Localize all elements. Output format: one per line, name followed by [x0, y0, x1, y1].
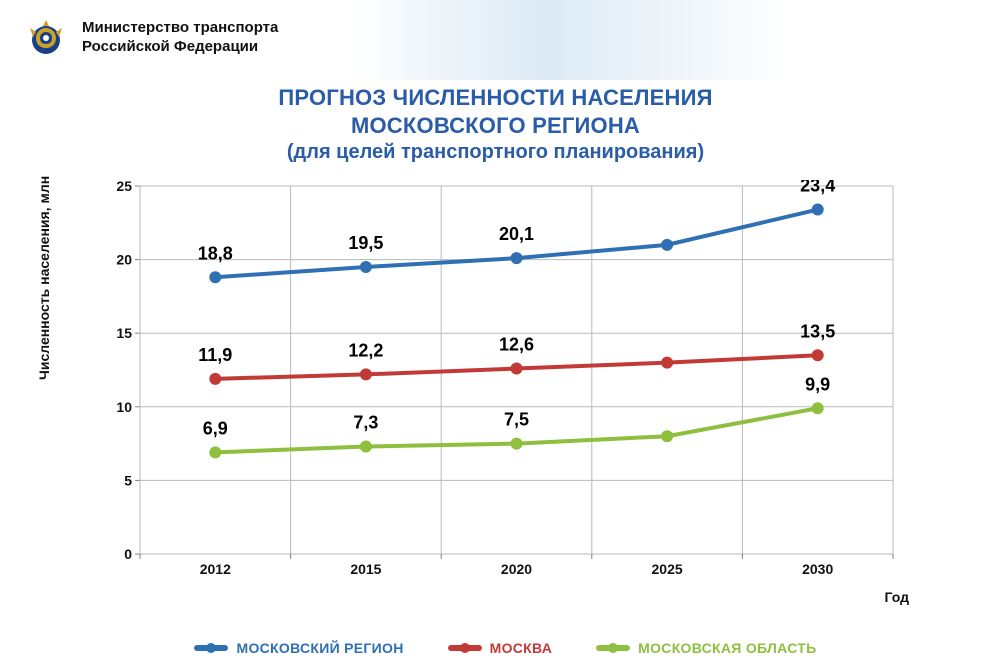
series-region-value: 20,1: [499, 224, 534, 244]
x-tick: 2020: [501, 561, 532, 577]
legend-label: МОСКВА: [490, 640, 553, 656]
series-moscow-marker: [511, 363, 523, 375]
y-axis-label: Численность населения, млн: [36, 176, 52, 380]
x-axis-label: Год: [885, 589, 910, 605]
series-oblast-value: 7,5: [504, 410, 529, 430]
series-moscow-value: 12,6: [499, 335, 534, 355]
series-oblast-value: 7,3: [353, 413, 378, 433]
ministry-name: Министерство транспорта Российской Федер…: [82, 19, 278, 57]
legend-label: МОСКОВСКИЙ РЕГИОН: [236, 640, 403, 656]
legend-swatch-icon: [448, 645, 482, 651]
series-moscow-marker: [812, 349, 824, 361]
header: Министерство транспорта Российской Федер…: [22, 14, 278, 62]
chart-title-line-2: МОСКОВСКОГО РЕГИОНА: [0, 112, 991, 140]
series-region-value: 18,8: [198, 243, 233, 263]
series-region-marker: [661, 239, 673, 251]
series-oblast-marker: [209, 446, 221, 458]
series-region-marker: [360, 261, 372, 273]
y-tick: 25: [116, 180, 132, 194]
series-region-marker: [511, 252, 523, 264]
y-tick: 10: [116, 399, 132, 415]
y-tick: 5: [124, 472, 132, 488]
series-moscow-value: 12,2: [348, 340, 383, 360]
series-region-marker: [209, 271, 221, 283]
x-tick: 2030: [802, 561, 833, 577]
legend-swatch-icon: [194, 645, 228, 651]
legend-swatch-icon: [596, 645, 630, 651]
chart-title-line-1: ПРОГНОЗ ЧИСЛЕННОСТИ НАСЕЛЕНИЯ: [0, 84, 991, 112]
series-moscow-marker: [661, 357, 673, 369]
legend-label: МОСКОВСКАЯ ОБЛАСТЬ: [638, 640, 816, 656]
chart-subtitle: (для целей транспортного планирования): [0, 141, 991, 164]
y-tick: 20: [116, 252, 132, 268]
x-tick: 2015: [350, 561, 381, 577]
state-emblem-icon: [22, 14, 70, 62]
x-tick: 2025: [652, 561, 683, 577]
y-tick: 0: [124, 546, 132, 562]
ministry-line-2: Российской Федерации: [82, 38, 278, 57]
chart-area: Численность населения, млн 0510152025201…: [108, 180, 903, 582]
series-region-value: 23,4: [800, 180, 835, 196]
series-oblast-value: 6,9: [203, 418, 228, 438]
series-moscow-value: 13,5: [800, 321, 835, 341]
series-oblast-marker: [511, 438, 523, 450]
legend-item-region: МОСКОВСКИЙ РЕГИОН: [194, 640, 403, 656]
y-tick: 15: [116, 325, 132, 341]
series-oblast-marker: [661, 430, 673, 442]
ministry-line-1: Министерство транспорта: [82, 19, 278, 38]
legend-item-oblast: МОСКОВСКАЯ ОБЛАСТЬ: [596, 640, 816, 656]
title-block: ПРОГНОЗ ЧИСЛЕННОСТИ НАСЕЛЕНИЯ МОСКОВСКОГ…: [0, 84, 991, 164]
series-region-marker: [812, 204, 824, 216]
legend-item-moscow: МОСКВА: [448, 640, 553, 656]
series-moscow-marker: [360, 368, 372, 380]
series-oblast-value: 9,9: [805, 374, 830, 394]
series-oblast-marker: [360, 441, 372, 453]
series-moscow-marker: [209, 373, 221, 385]
series-region-value: 19,5: [348, 233, 383, 253]
legend: МОСКОВСКИЙ РЕГИОН МОСКВА МОСКОВСКАЯ ОБЛАСТ…: [108, 640, 903, 656]
x-tick: 2012: [200, 561, 231, 577]
series-oblast-marker: [812, 402, 824, 414]
series-moscow-value: 11,9: [198, 345, 232, 365]
line-chart: 05101520252012201520202025203018,819,520…: [108, 180, 903, 582]
